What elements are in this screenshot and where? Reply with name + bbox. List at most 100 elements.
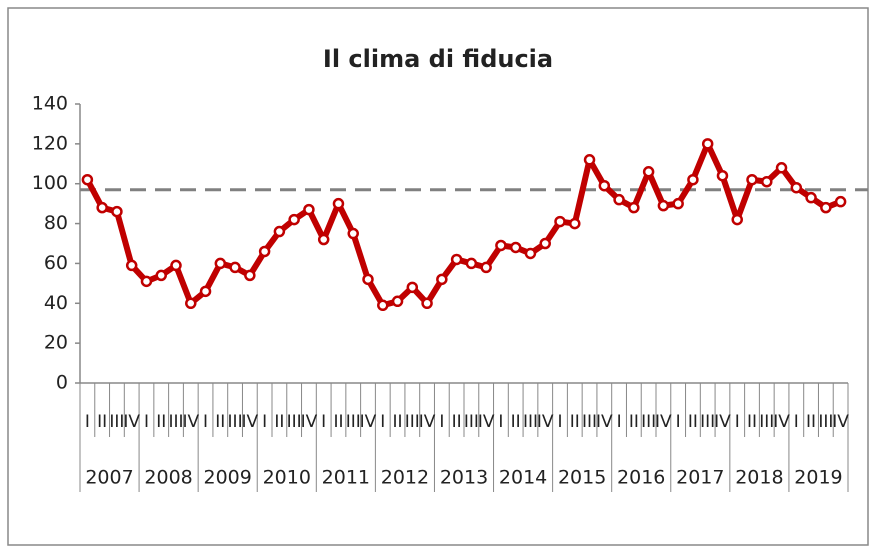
x-tick-label: III [759,412,774,432]
data-point [672,197,684,210]
year-label: 2013 [440,467,488,489]
x-tick-label: I [735,412,740,432]
year-label: 2015 [558,467,606,489]
data-line [84,140,842,309]
x-tick-label: I [439,412,444,432]
data-point [613,193,625,206]
data-point [746,173,758,186]
x-tick-label: II [806,412,816,432]
year-label: 2009 [204,467,252,489]
data-point [583,154,596,166]
data-point [701,138,714,150]
y-tick-label: 140 [32,93,68,115]
data-point [539,237,551,250]
data-point [303,203,315,216]
data-point [170,259,182,272]
x-tick-label: III [287,412,302,432]
x-tick-label: III [700,412,715,432]
data-point [820,201,832,214]
x-tick-label: II [156,412,166,432]
x-tick-label: III [582,412,597,432]
data-point [229,261,241,274]
data-point [317,233,330,246]
data-point [642,166,655,178]
x-tick-label: I [498,412,503,432]
data-point [391,295,404,308]
data-point [125,259,138,272]
x-tick-label: III [464,412,479,432]
x-tick-label: IV [301,412,318,432]
x-tick-label: I [557,412,562,432]
data-point [111,205,123,218]
x-tick-label: I [380,412,385,432]
year-label: 2014 [499,467,547,489]
data-point [716,169,729,182]
x-tick-label: I [144,412,149,432]
x-tick-label: I [794,412,799,432]
x-tick-label: III [818,412,833,432]
year-label: 2017 [676,467,724,489]
data-point [436,273,448,286]
x-tick-label: III [405,412,420,432]
x-tick-label: I [676,412,681,432]
y-tick-label: 80 [44,212,68,234]
data-point [332,197,345,210]
data-point [834,195,847,208]
data-point [495,239,507,252]
data-point [805,191,817,204]
data-point [775,162,788,174]
x-tick-label: I [321,412,326,432]
data-point [377,299,389,312]
data-point [362,273,374,286]
data-point [509,241,522,254]
year-label: 2018 [735,467,783,489]
year-label: 2019 [794,467,842,489]
data-point [687,173,699,186]
x-tick-label: II [97,412,107,432]
year-label: 2007 [85,467,133,489]
x-tick-label: IV [773,412,790,432]
data-point [790,181,803,194]
y-tick-label: 20 [44,332,68,354]
year-label: 2008 [144,467,192,489]
y-tick-label: 0 [56,372,68,394]
x-tick-label: IV [242,412,259,432]
x-tick-label: II [215,412,225,432]
x-tick-label: III [641,412,656,432]
y-tick-label: 40 [44,292,68,314]
x-tick-label: IV [537,412,554,432]
chart-title: Il clima di fiducia [323,45,553,73]
data-point [244,269,256,282]
data-point [273,225,286,238]
x-tick-label: IV [655,412,672,432]
x-tick-label: II [393,412,403,432]
x-tick-label: II [274,412,284,432]
x-tick-label: I [262,412,267,432]
x-tick-label: IV [182,412,199,432]
year-label: 2012 [381,467,429,489]
data-point [598,179,611,192]
data-point [761,175,773,188]
x-tick-label: II [333,412,343,432]
data-point [628,201,640,214]
x-tick-label: IV [360,412,377,432]
data-point [258,245,271,258]
x-tick-label: III [523,412,538,432]
x-tick-label: IV [123,412,140,432]
x-tick-label: III [346,412,361,432]
data-point [214,257,227,270]
data-point [81,173,94,186]
y-tick-label: 60 [44,252,68,274]
data-point [554,215,566,228]
x-tick-label: II [688,412,698,432]
x-tick-label: IV [478,412,495,432]
data-point [347,227,359,240]
x-tick-label: II [570,412,580,432]
data-point [406,281,419,294]
year-label: 2011 [322,467,370,489]
year-label: 2010 [263,467,311,489]
y-tick-label: 100 [32,172,68,194]
year-label: 2016 [617,467,665,489]
data-point [450,253,463,266]
data-point [657,199,670,212]
